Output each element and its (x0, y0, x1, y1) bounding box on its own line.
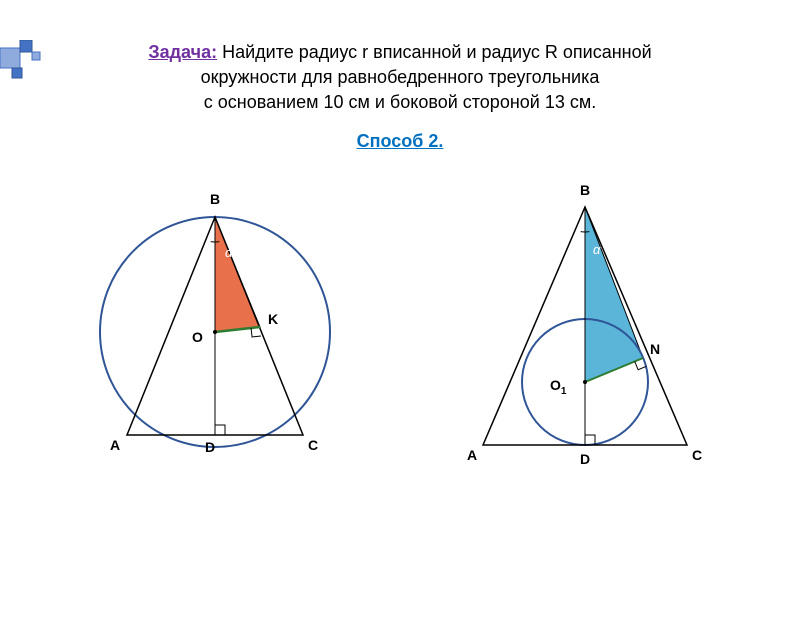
task-label: Задача: (148, 42, 217, 62)
svg-text:D: D (205, 439, 215, 455)
diagrams-container: α A B C D O K α A B C D O1 N (0, 162, 800, 477)
svg-text:O1: O1 (550, 377, 567, 397)
svg-text:α: α (225, 245, 233, 260)
svg-text:A: A (110, 437, 120, 453)
svg-text:B: B (580, 182, 590, 198)
task-line2: окружности для равнобедренного треугольн… (0, 65, 800, 90)
svg-text:O: O (192, 329, 203, 345)
svg-text:C: C (692, 447, 702, 463)
svg-text:C: C (308, 437, 318, 453)
svg-text:A: A (467, 447, 477, 463)
task-line1: Найдите радиус r вписанной и радиус R оп… (217, 42, 652, 62)
svg-text:B: B (210, 191, 220, 207)
circumscribed-diagram: α A B C D O K (65, 162, 365, 477)
task-text: Задача: Найдите радиус r вписанной и рад… (0, 40, 800, 116)
svg-text:K: K (268, 311, 278, 327)
task-line3: с основанием 10 см и боковой стороной 13… (0, 90, 800, 115)
method-label: Способ 2. (0, 131, 800, 152)
svg-text:N: N (650, 341, 660, 357)
svg-text:α: α (593, 242, 601, 257)
inscribed-diagram: α A B C D O1 N (435, 162, 735, 477)
svg-text:D: D (580, 451, 590, 467)
corner-decoration (0, 40, 60, 90)
